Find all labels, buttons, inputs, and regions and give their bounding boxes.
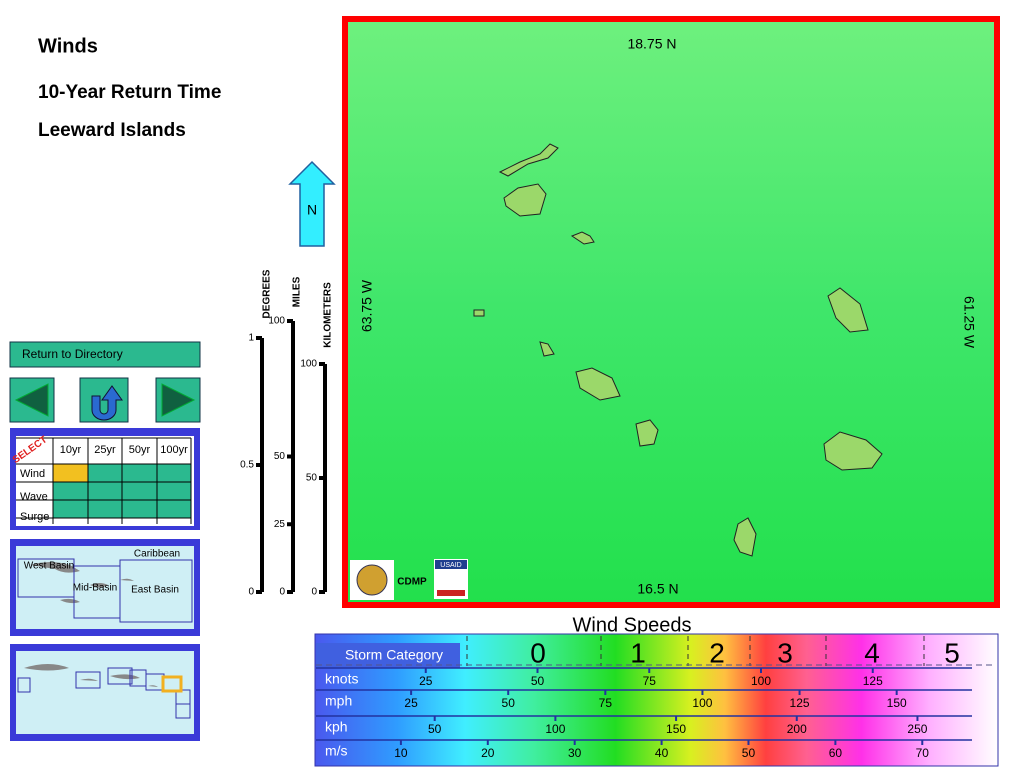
unit-tick-label: 20	[481, 746, 495, 760]
subtitle: 10-Year Return Time	[38, 82, 221, 103]
scale-label: DEGREES	[262, 269, 273, 318]
category-number: 5	[944, 637, 960, 668]
category-number: 3	[777, 637, 793, 668]
unit-tick-label: 60	[829, 746, 843, 760]
north-label: N	[307, 202, 317, 218]
basin-box	[119, 559, 193, 623]
logo-label: CDMP	[397, 577, 427, 588]
usaid-band	[435, 560, 467, 569]
basin-label: East Basin	[131, 585, 179, 596]
unit-tick-label: 50	[428, 722, 442, 736]
unit-tick-label: 250	[907, 722, 927, 736]
unit-tick-label: 50	[531, 674, 545, 688]
directory-label: Return to Directory	[22, 347, 123, 361]
legend-scales: 0 1 2 3 4 5 knots 25 50 75 100 125 mph 25 50 75 100 125 15…	[316, 636, 996, 760]
unit-tick-label: 200	[787, 722, 807, 736]
unit-tick-label: 70	[916, 746, 930, 760]
unit-tick-label: 25	[404, 696, 418, 710]
category-box	[316, 643, 460, 668]
basin-label: Mid-Basin	[73, 583, 117, 594]
unit-tick-label: 125	[863, 674, 883, 688]
basin-label: Caribbean	[134, 549, 180, 560]
basin-label: West Basin	[24, 561, 74, 572]
unit-tick-label: 50	[742, 746, 756, 760]
lat-label: 16.5 N	[637, 581, 678, 597]
scale-label: KILOMETERS	[323, 282, 334, 348]
column-label[interactable]: 50yr	[129, 444, 151, 456]
column-label[interactable]: 10yr	[60, 444, 82, 456]
unit-label: m/s	[325, 743, 348, 759]
category-number: 0	[530, 637, 546, 668]
scale-tick-label: 0	[248, 587, 254, 598]
back-icon	[91, 385, 123, 421]
locator-current	[161, 675, 183, 693]
unit-tick-label: 100	[545, 722, 565, 736]
row-label: Surge	[20, 511, 49, 523]
locator-land	[24, 664, 158, 687]
unit-tick-label: 40	[655, 746, 669, 760]
scale-tick-label: 50	[274, 451, 286, 462]
unit-tick-label: 50	[502, 696, 516, 710]
unit-tick-label: 100	[751, 674, 771, 688]
scale-tick-label: 0.5	[240, 460, 254, 471]
unit-tick-label: 25	[419, 674, 433, 688]
basin-land	[30, 562, 134, 604]
row-label: Wind	[20, 468, 45, 480]
prev-icon	[14, 383, 49, 417]
logo-label: USAID	[440, 562, 461, 569]
unit-tick-label: 75	[599, 696, 613, 710]
map-frame	[342, 16, 1000, 608]
locator-boxes	[17, 667, 191, 719]
unit-tick-label: 125	[790, 696, 810, 710]
scale-tick-label: 25	[274, 519, 286, 530]
unit-tick-label: 10	[394, 746, 408, 760]
column-label[interactable]: 100yr	[160, 444, 188, 456]
scale-tick-label: 50	[306, 473, 318, 484]
category-number: 4	[864, 637, 880, 668]
unit-label: kph	[325, 719, 348, 735]
nav-buttons	[9, 377, 201, 423]
lon-label: 61.25 W	[961, 296, 977, 349]
scale-tick-label: 0	[279, 587, 285, 598]
scale-tick-label: 0	[311, 587, 317, 598]
unit-tick-label: 75	[643, 674, 657, 688]
unit-tick-label: 150	[887, 696, 907, 710]
islands	[473, 143, 883, 557]
title: Winds	[38, 35, 98, 57]
unit-label: knots	[325, 671, 358, 687]
next-icon	[161, 383, 196, 417]
unit-tick-label: 30	[568, 746, 582, 760]
lon-label: 63.75 W	[359, 279, 375, 332]
usaid-stripes	[437, 590, 465, 596]
scale-tick-label: 100	[268, 316, 285, 327]
north-arrow	[288, 160, 336, 247]
category-label: Storm Category	[345, 647, 443, 663]
scale-tick-label: 100	[300, 359, 317, 370]
lat-label: 18.75 N	[627, 36, 676, 52]
row-label: Wave	[20, 491, 48, 503]
category-number: 2	[709, 637, 725, 668]
selected-cell[interactable]	[53, 464, 88, 482]
oas-emblem	[356, 564, 388, 596]
selector-lines	[16, 437, 192, 524]
unit-tick-label: 150	[666, 722, 686, 736]
scale-tick-label: 1	[248, 333, 254, 344]
scale-label: MILES	[292, 276, 303, 307]
column-label[interactable]: 25yr	[94, 444, 116, 456]
region: Leeward Islands	[38, 120, 186, 141]
legend-title: Wind Speeds	[573, 614, 692, 636]
unit-label: mph	[325, 693, 352, 709]
unit-tick-label: 100	[692, 696, 712, 710]
directory-button[interactable]	[9, 341, 201, 368]
category-number: 1	[630, 637, 646, 668]
